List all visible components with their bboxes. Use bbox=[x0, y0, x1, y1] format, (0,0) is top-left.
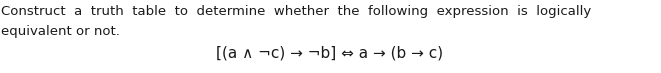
Text: equivalent or not.: equivalent or not. bbox=[1, 25, 120, 38]
Text: [(a ∧ ¬c) → ¬b] ⇔ a → (b → c): [(a ∧ ¬c) → ¬b] ⇔ a → (b → c) bbox=[216, 46, 444, 61]
Text: Construct  a  truth  table  to  determine  whether  the  following  expression  : Construct a truth table to determine whe… bbox=[1, 5, 591, 18]
